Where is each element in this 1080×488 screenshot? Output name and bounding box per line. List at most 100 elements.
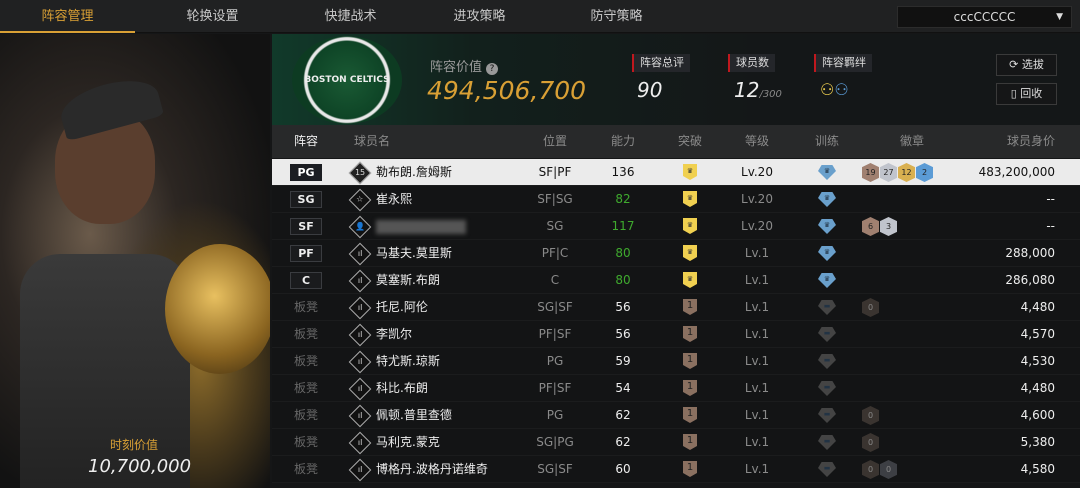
- player-level: Lv.1: [744, 300, 770, 314]
- team-logo: BOSTON CELTICS: [292, 36, 402, 124]
- table-row[interactable]: 板凳 ıl 马利克.蒙克 SG|PG 62 1 Lv.1 ▬ 0 5,380: [272, 429, 1080, 456]
- player-card-icon: ıl: [348, 350, 372, 373]
- col-ability[interactable]: 能力: [610, 134, 635, 148]
- training-icon[interactable]: ▬: [818, 327, 836, 342]
- lineup-slot[interactable]: PF: [272, 240, 340, 267]
- breakthrough-crown-icon: ♛: [683, 164, 697, 180]
- lineup-slot[interactable]: SG: [272, 186, 340, 213]
- badge-icon[interactable]: 0: [862, 298, 879, 317]
- training-icon[interactable]: ▬: [818, 381, 836, 396]
- table-row[interactable]: 板凳 ıl 托尼.阿伦 SG|SF 56 1 Lv.1 ▬ 0 4,480: [272, 294, 1080, 321]
- player-position: C: [550, 273, 560, 287]
- player-card-icon: ıl: [348, 323, 372, 346]
- player-name: 博格丹.波格丹诺维奇: [376, 462, 488, 476]
- lineup-slot[interactable]: C: [272, 267, 340, 294]
- moment-value-label: 时刻价值: [110, 438, 159, 452]
- tab-offense-strategy[interactable]: 进攻策略: [453, 9, 506, 24]
- player-level: Lv.1: [744, 354, 770, 368]
- moment-value: 10,700,000: [88, 456, 192, 477]
- player-value: 4,480: [1020, 300, 1055, 314]
- badge-icon[interactable]: 19: [862, 163, 879, 182]
- col-badges[interactable]: 徽章: [899, 134, 924, 148]
- table-row[interactable]: 板凳 ıl 佩顿.普里查德 PG 62 1 Lv.1 ▬ 0 4,600: [272, 402, 1080, 429]
- player-ability: 80: [615, 246, 631, 260]
- training-icon[interactable]: ▬: [818, 300, 836, 315]
- training-icon[interactable]: ♛: [818, 246, 836, 261]
- tab-quick-tactics[interactable]: 快捷战术: [324, 9, 377, 24]
- table-row[interactable]: SG ☆ 崔永熙 SF|SG 82 ♛ Lv.20 ♛ --: [272, 186, 1080, 213]
- training-icon[interactable]: ▬: [818, 435, 836, 450]
- training-icon[interactable]: ♛: [818, 165, 836, 180]
- table-row[interactable]: PF ıl 马基夫.莫里斯 PF|C 80 ♛ Lv.1 ♛ 288,000: [272, 240, 1080, 267]
- player-name: 科比.布朗: [376, 381, 428, 395]
- player-position: SG|SF: [537, 300, 573, 314]
- badge-icon[interactable]: 12: [898, 163, 915, 182]
- badge-icon[interactable]: 2: [916, 163, 933, 182]
- player-card-icon: ıl: [348, 458, 372, 481]
- player-value: 483,200,000: [978, 165, 1055, 179]
- table-row[interactable]: PG 15 勒布朗.詹姆斯 SF|PF 136 ♛ Lv.20 ♛ 19 27 12 2…: [272, 159, 1080, 186]
- help-icon[interactable]: ?: [486, 63, 499, 75]
- player-name: 崔永熙: [376, 192, 413, 206]
- tab-lineup-management[interactable]: 阵容管理: [0, 0, 135, 33]
- training-icon[interactable]: ♛: [818, 273, 836, 288]
- badge-icon[interactable]: 3: [880, 217, 897, 236]
- table-row[interactable]: C ıl 莫塞斯.布朗 C 80 ♛ Lv.1 ♛ 286,080: [272, 267, 1080, 294]
- recycle-button[interactable]: ▯ 回收: [996, 83, 1057, 105]
- player-position: SF|SG: [537, 192, 573, 206]
- player-position: SG: [546, 219, 564, 233]
- training-icon[interactable]: ▬: [818, 408, 836, 423]
- bond-icons[interactable]: ⚇⚇: [820, 80, 849, 99]
- breakthrough-crown-icon: ♛: [683, 218, 697, 234]
- player-value: --: [1046, 192, 1055, 206]
- training-icon[interactable]: ♛: [818, 219, 836, 234]
- training-icon[interactable]: ▬: [818, 354, 836, 369]
- player-card-icon: ıl: [348, 269, 372, 292]
- team-select-dropdown[interactable]: cccCCCCC ▼: [897, 6, 1072, 28]
- col-player-value[interactable]: 球员身价: [1006, 134, 1055, 148]
- table-row[interactable]: 板凳 ıl 李凯尔 PF|SF 56 1 Lv.1 ▬ 4,570: [272, 321, 1080, 348]
- badge-icon[interactable]: 0: [862, 433, 879, 452]
- badge-icon[interactable]: 27: [880, 163, 897, 182]
- player-card-icon: 👤: [348, 215, 372, 238]
- col-lineup[interactable]: 阵容: [293, 134, 318, 148]
- player-name: 佩顿.普里查德: [376, 408, 452, 422]
- lineup-slot[interactable]: PG: [272, 159, 340, 186]
- breakthrough-level-icon: 1: [683, 461, 697, 477]
- select-button[interactable]: ⟳ 选拔: [996, 54, 1057, 76]
- badge-icon[interactable]: 0: [862, 406, 879, 425]
- player-value: 4,570: [1020, 327, 1055, 341]
- col-position[interactable]: 位置: [542, 134, 567, 148]
- player-position: SG|PG: [536, 435, 574, 449]
- player-ability: 56: [615, 327, 631, 341]
- col-breakthrough[interactable]: 突破: [677, 134, 702, 148]
- player-ability: 136: [611, 165, 635, 179]
- col-player-name[interactable]: 球员名: [354, 134, 391, 148]
- player-level: Lv.1: [744, 327, 770, 341]
- lineup-slot[interactable]: SF: [272, 213, 340, 240]
- player-value: --: [1046, 219, 1055, 233]
- training-icon[interactable]: ♛: [818, 192, 836, 207]
- table-row[interactable]: 板凳 ıl 特尤斯.琼斯 PG 59 1 Lv.1 ▬ 4,530: [272, 348, 1080, 375]
- breakthrough-level-icon: 1: [683, 326, 697, 342]
- player-position: PF|C: [541, 246, 569, 260]
- col-level[interactable]: 等级: [744, 134, 769, 148]
- tab-defense-strategy[interactable]: 防守策略: [590, 9, 643, 24]
- breakthrough-level-icon: 1: [683, 299, 697, 315]
- badge-icon[interactable]: 6: [862, 217, 879, 236]
- lineup-slot: 板凳: [293, 327, 318, 341]
- col-training[interactable]: 训练: [814, 134, 839, 148]
- training-icon[interactable]: ▬: [818, 462, 836, 477]
- team-select-value: cccCCCCC: [953, 10, 1016, 24]
- player-position: SF|PF: [538, 165, 572, 179]
- player-card-icon: ıl: [348, 242, 372, 265]
- table-row[interactable]: 板凳 ıl 科比.布朗 PF|SF 54 1 Lv.1 ▬ 4,480: [272, 375, 1080, 402]
- badge-icon[interactable]: 0: [880, 460, 897, 479]
- player-name: 特尤斯.琼斯: [376, 354, 440, 368]
- lineup-value: 494,506,700: [427, 76, 587, 105]
- badge-icon[interactable]: 0: [862, 460, 879, 479]
- tab-rotation-settings[interactable]: 轮换设置: [186, 9, 239, 24]
- player-level: Lv.1: [744, 408, 770, 422]
